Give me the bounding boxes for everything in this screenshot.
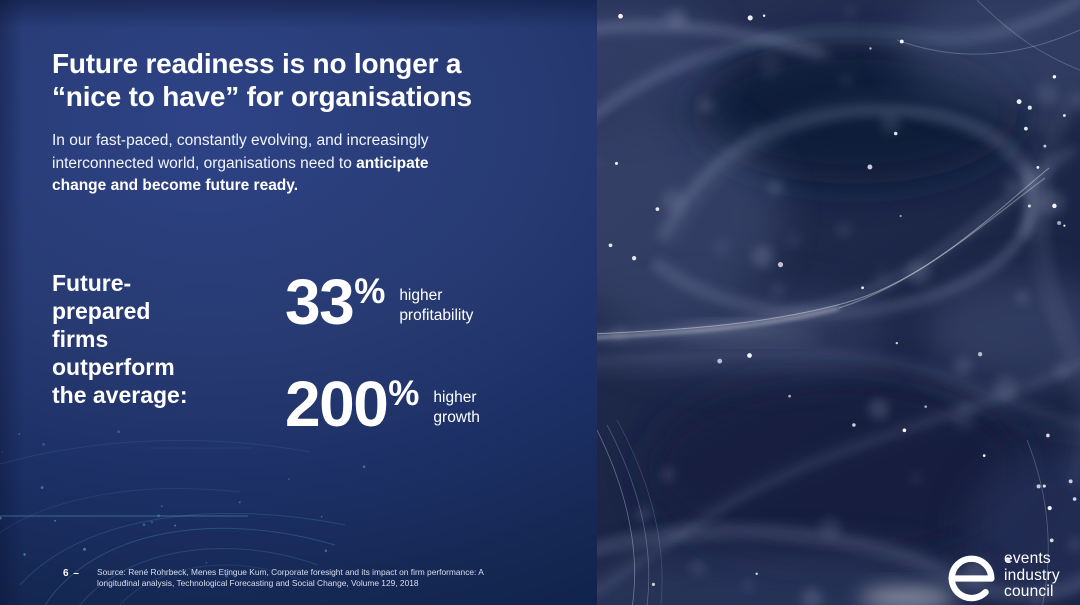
logo-word-council: council: [1004, 583, 1054, 600]
lead-line-2: interconnected world, organisations need…: [52, 154, 429, 172]
stat-label: higher growth: [433, 389, 480, 426]
particle-swirl-image: [597, 0, 1080, 605]
percent-sign: %: [354, 272, 386, 311]
source-line-1: Source: René Rohrbeck, Menes Etingue Kum…: [97, 567, 484, 577]
stat-intro-line: Future-: [52, 270, 132, 296]
stat-intro-line: the average:: [52, 382, 188, 408]
eic-e-icon: [948, 555, 995, 602]
lead-paragraph: In our fast-paced, constantly evolving, …: [52, 130, 429, 198]
page-number: 6 –: [63, 568, 80, 579]
stat-intro-line: firms: [52, 326, 109, 352]
lead-line-3: change and become future ready.: [52, 177, 299, 194]
source-citation: Source: René Rohrbeck, Menes Etingue Kum…: [97, 567, 484, 588]
title-line-2: “nice to have” for organisations: [52, 81, 472, 112]
stat-profitability: 33 % higher profitability: [285, 266, 474, 338]
stat-intro-line: outperform: [52, 354, 175, 380]
stat-value: 200: [285, 368, 389, 440]
stat-value: 33: [285, 266, 355, 338]
logo-word-industry: industry: [1004, 566, 1060, 584]
circuit-decoration: [0, 430, 366, 605]
stat-label: higher profitability: [399, 287, 474, 324]
source-line-2: longitudinal analysis, Technological For…: [97, 577, 419, 588]
particle-dots: [597, 7, 1080, 605]
lead-line-1: In our fast-paced, constantly evolving, …: [52, 132, 429, 149]
percent-sign: %: [388, 374, 420, 413]
eic-logo: events industry council: [948, 550, 1060, 602]
flow-visual: [597, 0, 1080, 605]
eic-logo-text: events industry council: [1004, 550, 1060, 601]
page-dash: –: [73, 568, 80, 579]
stat-intro-line: prepared: [52, 298, 151, 324]
logo-word-events: events: [1004, 550, 1051, 567]
content-panel: Future readiness is no longer a “nice to…: [0, 0, 597, 605]
slide-title: Future readiness is no longer a “nice to…: [52, 47, 472, 113]
stat-intro: Future- prepared firms outperform the av…: [52, 269, 188, 409]
bright-streaks: [597, 0, 1080, 605]
stat-growth: 200 % higher growth: [285, 368, 480, 440]
title-line-1: Future readiness is no longer a: [52, 48, 462, 79]
